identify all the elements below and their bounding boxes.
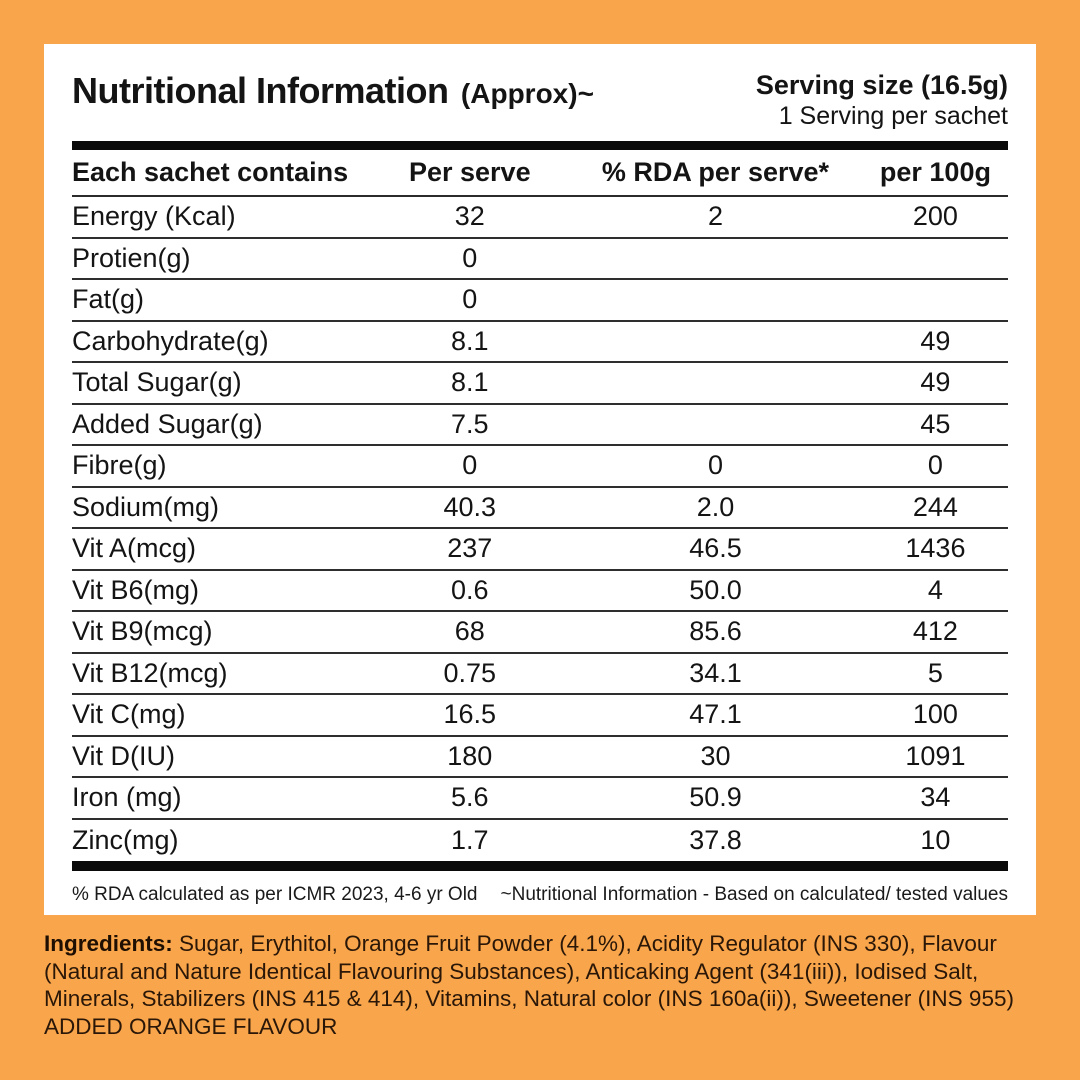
row-per-100g-value: 4 — [927, 574, 943, 605]
row-label: Total Sugar(g) — [72, 367, 242, 398]
row-label: Carbohydrate(g) — [72, 325, 269, 356]
row-label: Vit B6(mg) — [72, 574, 200, 605]
table-body: Energy (Kcal) 32 2 200 Protien(g) 0 Fat(… — [72, 197, 1008, 861]
footnote-rda-basis: % RDA calculated as per ICMR 2023, 4-6 y… — [72, 884, 478, 905]
row-label: Vit B12(mcg) — [72, 657, 228, 688]
table-row: Fibre(g) 0 0 0 — [72, 446, 1008, 488]
card-header: Nutritional Information (Approx)~ Servin… — [72, 70, 1008, 136]
row-label: Fibre(g) — [72, 450, 167, 481]
row-per-serve-value: 0.75 — [443, 657, 497, 688]
serving-per-sachet-label: 1 Serving per sachet — [778, 101, 1008, 130]
table-row: Vit C(mg) 16.5 47.1 100 — [72, 695, 1008, 737]
row-per-serve-value: 180 — [447, 740, 493, 771]
row-label: Vit D(IU) — [72, 740, 176, 771]
row-per-100g-value: 412 — [912, 616, 958, 647]
row-per-serve-value: 8.1 — [451, 367, 489, 398]
row-label: Vit B9(mcg) — [72, 616, 213, 647]
row-rda-value: 2 — [707, 201, 723, 232]
table-row: Iron (mg) 5.6 50.9 34 — [72, 778, 1008, 820]
row-per-100g-value: 34 — [920, 782, 951, 813]
row-rda-value: 85.6 — [689, 616, 742, 647]
row-per-100g-value: 49 — [920, 325, 951, 356]
row-per-100g-value: 244 — [912, 491, 958, 522]
row-rda-value: 0 — [707, 450, 723, 481]
table-row: Fat(g) 0 — [72, 280, 1008, 322]
row-per-serve-value: 0 — [462, 284, 478, 315]
ingredients-paragraph: Ingredients: Sugar, Erythitol, Orange Fr… — [44, 930, 1029, 1040]
table-row: Added Sugar(g) 7.5 45 — [72, 405, 1008, 446]
row-per-100g-value: 0 — [927, 450, 943, 481]
row-per-100g-value: 1091 — [905, 740, 966, 771]
row-per-100g-value: 10 — [920, 824, 951, 855]
table-row: Sodium(mg) 40.3 2.0 244 — [72, 488, 1008, 529]
row-rda-value: 50.9 — [689, 782, 742, 813]
row-rda-value: 50.0 — [689, 574, 742, 605]
column-header-rda-per-serve: % RDA per serve* — [601, 157, 830, 187]
row-per-serve-value: 32 — [454, 201, 485, 232]
table-row: Zinc(mg) 1.7 37.8 10 — [72, 820, 1008, 862]
header-divider-bar — [72, 141, 1008, 150]
table-row: Vit B6(mg) 0.6 50.0 4 — [72, 571, 1008, 612]
table-row: Carbohydrate(g) 8.1 49 — [72, 322, 1008, 363]
row-per-100g-value: 5 — [927, 657, 943, 688]
table-row: Energy (Kcal) 32 2 200 — [72, 197, 1008, 239]
title-approx-suffix: (Approx)~ — [460, 78, 594, 109]
table-bottom-bar — [72, 861, 1008, 871]
row-label: Vit C(mg) — [72, 699, 186, 730]
ingredients-text: Sugar, Erythitol, Orange Fruit Powder (4… — [44, 931, 1014, 1039]
row-rda-value: 34.1 — [689, 657, 742, 688]
row-per-serve-value: 1.7 — [451, 824, 489, 855]
footnotes: % RDA calculated as per ICMR 2023, 4-6 y… — [72, 884, 1008, 906]
row-per-100g-value: 100 — [912, 699, 958, 730]
row-rda-value: 37.8 — [689, 824, 742, 855]
row-per-serve-value: 0 — [462, 242, 478, 273]
column-header-per-serve: Per serve — [408, 157, 531, 187]
table-row: Vit D(IU) 180 30 1091 — [72, 737, 1008, 778]
row-per-serve-value: 40.3 — [443, 491, 497, 522]
row-per-serve-value: 8.1 — [451, 325, 489, 356]
row-per-serve-value: 16.5 — [443, 699, 497, 730]
ingredients-label: Ingredients: — [44, 931, 173, 956]
row-label: Fat(g) — [72, 284, 145, 315]
title-text: Nutritional Information — [72, 70, 449, 111]
row-per-serve-value: 237 — [447, 533, 493, 564]
page-title: Nutritional Information (Approx)~ — [72, 70, 594, 112]
table-row: Vit A(mcg) 237 46.5 1436 — [72, 529, 1008, 571]
table-header-row: Each sachet contains Per serve % RDA per… — [72, 150, 1008, 197]
row-per-serve-value: 0 — [462, 450, 478, 481]
row-per-100g-value: 200 — [912, 201, 958, 232]
row-label: Energy (Kcal) — [72, 201, 236, 232]
table-row: Vit B12(mcg) 0.75 34.1 5 — [72, 654, 1008, 695]
table-row: Total Sugar(g) 8.1 49 — [72, 363, 1008, 405]
row-per-100g-value: 1436 — [905, 533, 966, 564]
serving-info: Serving size (16.5g) 1 Serving per sache… — [756, 70, 1008, 131]
row-label: Vit A(mcg) — [72, 533, 197, 564]
row-label: Iron (mg) — [72, 782, 182, 813]
row-per-serve-value: 7.5 — [451, 408, 489, 439]
row-per-serve-value: 0.6 — [451, 574, 489, 605]
row-label: Zinc(mg) — [72, 824, 179, 855]
nutrition-card: Nutritional Information (Approx)~ Servin… — [44, 44, 1036, 915]
row-rda-value: 2.0 — [696, 491, 735, 522]
row-rda-value: 46.5 — [689, 533, 742, 564]
row-label: Sodium(mg) — [72, 491, 220, 522]
column-header-per-100g: per 100g — [879, 157, 991, 187]
row-label: Added Sugar(g) — [72, 408, 263, 439]
row-per-serve-value: 5.6 — [451, 782, 489, 813]
row-per-serve-value: 68 — [454, 616, 485, 647]
row-per-100g-value: 45 — [920, 408, 951, 439]
row-per-100g-value: 49 — [920, 367, 951, 398]
table-row: Vit B9(mcg) 68 85.6 412 — [72, 612, 1008, 654]
column-header-sachet-contains: Each sachet contains — [72, 157, 349, 187]
row-rda-value: 30 — [700, 740, 731, 771]
serving-size-label: Serving size (16.5g) — [755, 70, 1008, 100]
footnote-values-basis: ~Nutritional Information - Based on calc… — [500, 884, 1008, 905]
table-row: Protien(g) 0 — [72, 239, 1008, 280]
row-rda-value: 47.1 — [689, 699, 742, 730]
row-label: Protien(g) — [72, 242, 191, 273]
